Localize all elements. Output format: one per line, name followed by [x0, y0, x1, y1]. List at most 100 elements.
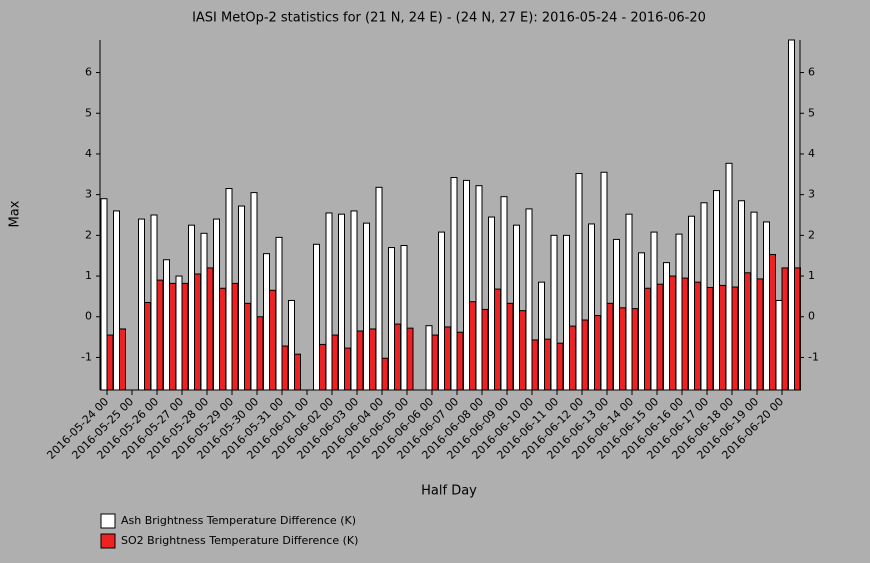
- bar: [200, 232, 208, 391]
- bar: [238, 205, 245, 391]
- bar: [313, 243, 320, 391]
- bar: [550, 234, 558, 391]
- bar: [169, 282, 176, 391]
- bar: [688, 215, 695, 391]
- bar: [175, 275, 183, 391]
- bar: [644, 287, 651, 391]
- bar: [619, 307, 626, 391]
- y-tick-label: 3: [85, 188, 92, 201]
- y2-tick-label: 4: [808, 147, 815, 160]
- bar: [569, 325, 576, 391]
- bar: [681, 277, 689, 391]
- bar: [725, 162, 733, 391]
- bar: [350, 210, 358, 391]
- bar: [206, 267, 214, 391]
- bar: [531, 339, 539, 391]
- bar: [781, 267, 789, 391]
- bar: [456, 331, 464, 391]
- y2-tick-label: 3: [808, 188, 815, 201]
- bar: [144, 302, 151, 391]
- bar: [475, 185, 483, 391]
- bar: [244, 302, 251, 391]
- bar: [113, 210, 120, 391]
- bar: [400, 245, 408, 391]
- bar: [738, 200, 745, 391]
- bar: [263, 253, 270, 391]
- bar: [669, 275, 676, 391]
- bar: [213, 218, 220, 391]
- y2-tick-label: 2: [808, 228, 815, 241]
- bar: [588, 223, 595, 391]
- bar: [294, 353, 301, 391]
- y-tick-label: 4: [85, 147, 92, 160]
- legend-label: Ash Brightness Temperature Difference (K…: [121, 514, 356, 527]
- bar: [713, 190, 720, 391]
- legend-swatch: [100, 513, 116, 529]
- bar: [106, 334, 114, 391]
- bar: [388, 247, 395, 391]
- bar: [444, 326, 451, 391]
- bar: [706, 286, 714, 391]
- bar: [325, 212, 333, 391]
- bar: [488, 216, 495, 391]
- bar: [469, 301, 476, 391]
- bar: [788, 39, 795, 391]
- bar: [506, 302, 514, 391]
- bar: [231, 282, 239, 391]
- bar: [150, 214, 158, 391]
- bar: [288, 299, 295, 391]
- y2-tick-label: 0: [808, 310, 815, 323]
- bar: [194, 273, 201, 391]
- bar: [450, 177, 458, 391]
- bar: [700, 202, 708, 391]
- bar: [181, 282, 189, 391]
- bar: [625, 213, 633, 391]
- y-tick-label: 6: [85, 66, 92, 79]
- y2-tick-label: 6: [808, 66, 815, 79]
- bar: [438, 231, 445, 391]
- bar: [463, 179, 470, 391]
- bar: [650, 231, 658, 391]
- y-axis-label: Max: [8, 200, 23, 227]
- bar: [500, 196, 508, 391]
- bar: [694, 281, 701, 391]
- bar: [775, 299, 783, 391]
- bar: [563, 234, 570, 391]
- bar: [538, 281, 545, 391]
- bar: [138, 218, 145, 391]
- bar: [100, 198, 108, 391]
- bar: [331, 334, 339, 391]
- bar: [425, 325, 433, 391]
- bar: [638, 252, 645, 391]
- y2-tick-label: -1: [808, 350, 819, 363]
- bar: [513, 224, 520, 391]
- bar: [363, 222, 370, 391]
- legend-swatch: [100, 533, 116, 549]
- bar: [219, 287, 226, 391]
- bar: [369, 328, 376, 391]
- y2-tick-label: 1: [808, 269, 815, 282]
- bar: [225, 188, 233, 391]
- bar: [338, 213, 345, 391]
- bar: [381, 357, 389, 391]
- bar: [581, 319, 589, 391]
- bar: [656, 283, 664, 391]
- bar: [406, 327, 414, 391]
- bar: [494, 288, 501, 391]
- bar: [481, 308, 489, 391]
- bar: [750, 211, 758, 391]
- bar: [375, 186, 383, 391]
- bar: [613, 238, 620, 391]
- bar: [594, 315, 601, 391]
- bar: [163, 259, 170, 391]
- bar: [675, 233, 683, 391]
- bar: [744, 272, 751, 391]
- bar: [763, 221, 770, 391]
- y-tick-label: 1: [85, 269, 92, 282]
- legend-label: SO2 Brightness Temperature Difference (K…: [121, 534, 358, 547]
- bar: [606, 302, 614, 391]
- bar: [256, 316, 264, 391]
- bar: [344, 347, 351, 391]
- bar: [188, 224, 195, 391]
- bar: [575, 172, 583, 391]
